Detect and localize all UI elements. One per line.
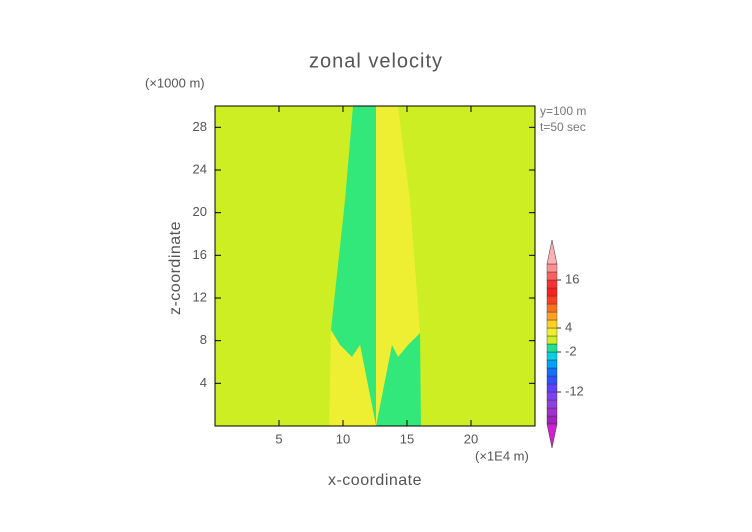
colorbar-band xyxy=(546,399,558,409)
contour-region xyxy=(376,332,421,426)
colorbar-band xyxy=(546,311,558,321)
x-unit-label: (×1E4 m) xyxy=(475,448,529,463)
colorbar-band xyxy=(546,263,558,273)
y-tick-label: 28 xyxy=(193,119,207,134)
y-tick-label: 24 xyxy=(193,161,207,176)
colorbar-band xyxy=(546,351,558,361)
colorbar-band xyxy=(546,375,558,385)
x-tick-label: 20 xyxy=(464,431,478,446)
colorbar-band xyxy=(546,287,558,297)
colorbar-band xyxy=(546,383,558,393)
colorbar-band xyxy=(546,303,558,313)
x-tick-label: 5 xyxy=(275,431,282,446)
colorbar-band xyxy=(546,319,558,329)
y-axis-label: z-coordinate xyxy=(167,221,184,315)
colorbar-band xyxy=(546,391,558,401)
colorbar-band xyxy=(546,367,558,377)
colorbar-band xyxy=(546,271,558,281)
x-axis-label: x-coordinate xyxy=(328,472,422,489)
x-tick-label: 15 xyxy=(400,431,414,446)
colorbar-under xyxy=(546,423,558,449)
y-unit-label: (×1000 m) xyxy=(145,75,205,90)
colorbar-band xyxy=(546,359,558,369)
plot-frame xyxy=(214,105,536,427)
colorbar-band xyxy=(546,343,558,353)
y-tick-label: 20 xyxy=(193,204,207,219)
contour-region xyxy=(329,330,377,426)
x-tick-label: 10 xyxy=(336,431,350,446)
colorbar-band xyxy=(546,279,558,289)
colorbar-band xyxy=(546,295,558,305)
contour-region xyxy=(376,106,421,426)
colorbar-tick-label: 4 xyxy=(565,319,572,334)
chart-title: zonal velocity xyxy=(309,50,443,72)
y-tick-label: 4 xyxy=(200,375,207,390)
y-tick-label: 16 xyxy=(193,247,207,262)
colorbar-band xyxy=(546,327,558,337)
contour-region xyxy=(330,106,377,426)
y-tick-label: 12 xyxy=(193,289,207,304)
colorbar-tick-label: 16 xyxy=(565,271,579,286)
colorbar-over xyxy=(546,239,558,265)
colorbar-tick-label: -12 xyxy=(565,383,584,398)
colorbar-tick-label: -2 xyxy=(565,343,577,358)
annotation: y=100 m xyxy=(540,104,586,118)
colorbar-band xyxy=(546,415,558,425)
colorbar-band xyxy=(546,335,558,345)
y-tick-label: 8 xyxy=(200,332,207,347)
colorbar-band xyxy=(546,407,558,417)
annotation: t=50 sec xyxy=(540,120,586,134)
